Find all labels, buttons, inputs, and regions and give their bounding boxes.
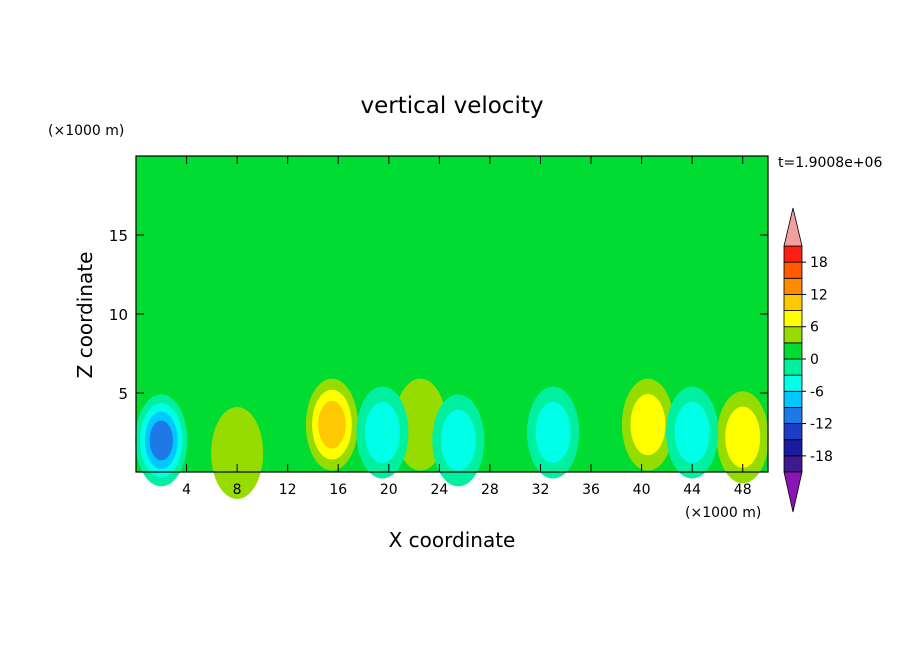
contour-feature [211,407,264,500]
x-tick-label: 48 [734,482,752,498]
colorbar-segment [783,374,803,392]
x-tick-label: 4 [182,482,191,498]
x-tick-label: 24 [430,482,448,498]
contour-feature [716,391,769,484]
colorbar-under-arrow [783,471,803,513]
chart-title: vertical velocity [361,93,544,119]
colorbar-tick-label: -12 [810,417,833,433]
colorbar-tick-label: 0 [810,352,819,368]
colorbar-segment [783,245,803,263]
colorbar-over-arrow [783,207,803,247]
colorbar-segment [783,261,803,279]
colorbar-segment [783,294,803,311]
colorbar-segment [783,358,803,376]
colorbar-segment [783,439,803,457]
colorbar-tick-label: -6 [810,384,824,400]
y-unit-label: (×1000 m) [48,123,124,139]
y-axis: 5 10 15 [109,227,768,403]
x-tick-label: 32 [532,482,550,498]
x-tick-label: 36 [582,482,600,498]
contour-feature [432,394,485,487]
colorbar-segment [783,342,803,360]
colorbar-tick-label: -18 [810,449,833,465]
contour-level [630,393,666,456]
x-tick-label: 44 [683,482,701,498]
y-tick-label: 10 [109,306,128,324]
x-tick-label: 40 [633,482,651,498]
x-tick-label: 28 [481,482,499,498]
contour-level [725,406,761,468]
contour-level [364,401,401,464]
colorbar-segment [783,423,803,441]
colorbar-segment [783,455,803,473]
contour-feature [621,378,674,471]
contour-fields [135,378,769,500]
contour-level [674,401,710,464]
contour-level [149,420,173,461]
y-tick-label: 15 [109,227,128,245]
contour-level [211,407,264,500]
contour-level [535,401,571,464]
colorbar-tick-label: 6 [810,320,819,336]
y-tick-label: 5 [118,385,128,403]
colorbar-tick-label: 12 [810,287,828,303]
x-axis: 4 8 12 16 20 24 28 32 36 40 44 48 [182,156,752,498]
contour-feature [305,378,358,471]
contour-feature [356,386,409,479]
time-label: t=1.9008e+06 [778,155,882,171]
y-axis-label: Z coordinate [73,252,97,379]
x-tick-label: 12 [279,482,297,498]
x-tick-label: 16 [329,482,347,498]
colorbar-segment [783,277,803,295]
plot-area [135,155,769,500]
x-tick-label: 20 [380,482,398,498]
contour-level [440,409,476,472]
colorbar-segment [783,407,803,424]
x-axis-label: X coordinate [389,528,516,552]
contour-level [318,400,346,449]
colorbar-segment [783,390,803,408]
contour-feature [135,394,188,487]
x-tick-label: 8 [233,482,242,498]
colorbar-segment [783,326,803,344]
contour-feature [527,386,580,479]
colorbar-tick-label: 18 [810,255,828,271]
contour-feature [666,386,719,479]
colorbar-segment [783,310,803,328]
x-unit-label: (×1000 m) [685,505,761,521]
colorbar: 18 12 6 0 -6 -12 -18 [783,207,833,513]
